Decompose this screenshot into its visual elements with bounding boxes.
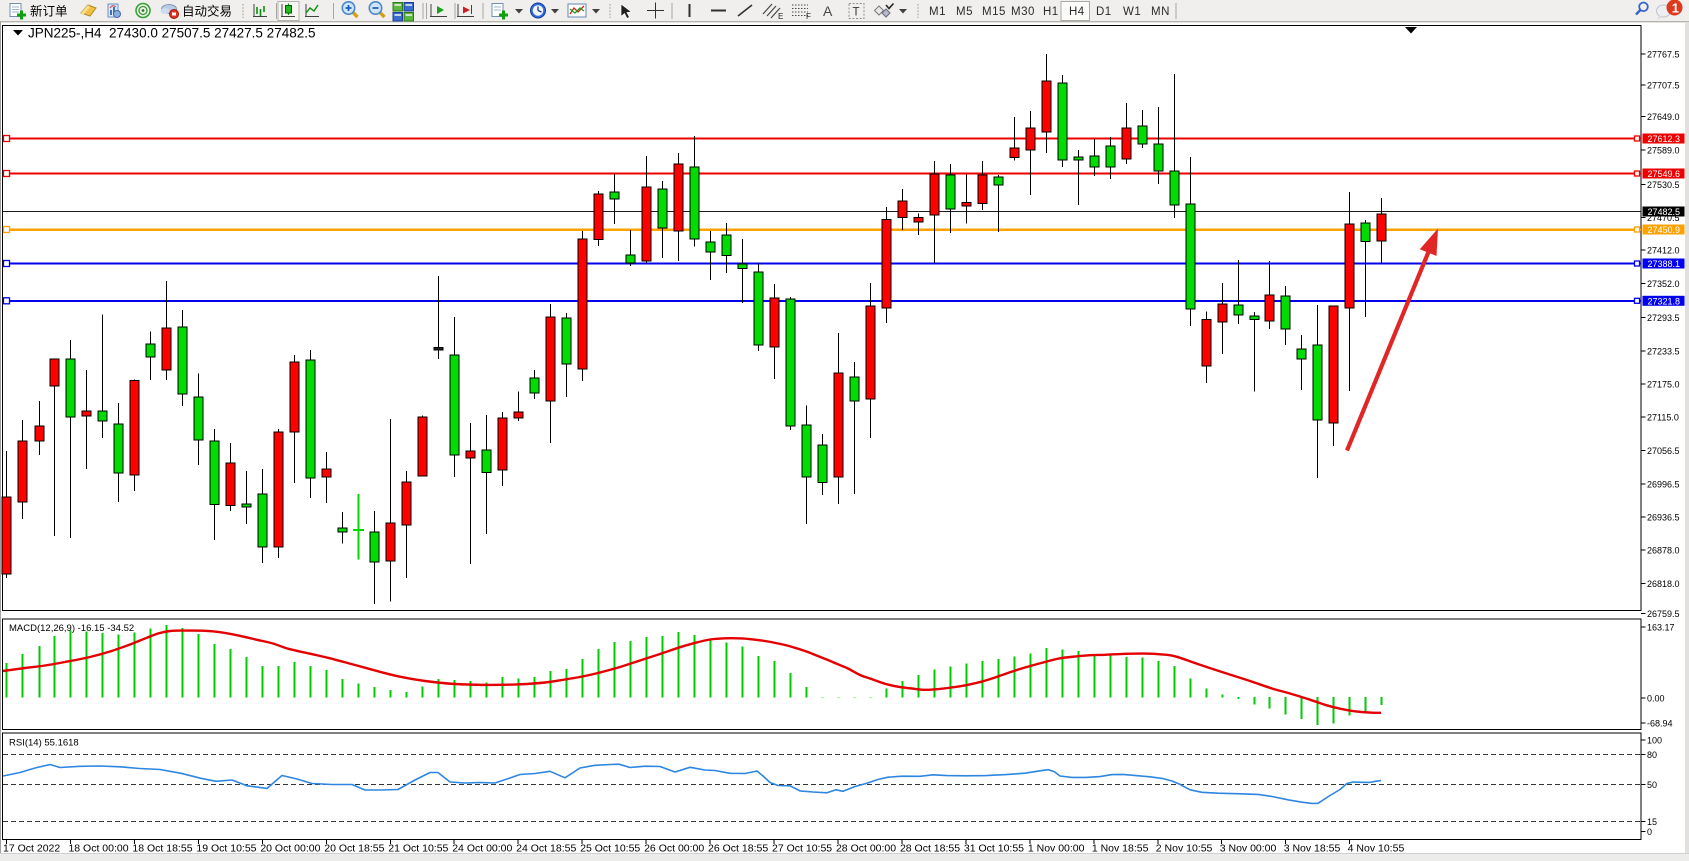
svg-text:15: 15 [1647,817,1657,827]
svg-text:17 Oct 2022: 17 Oct 2022 [3,843,60,855]
svg-text:27115.0: 27115.0 [1647,413,1679,423]
svg-text:21 Oct 10:55: 21 Oct 10:55 [388,843,448,855]
svg-text:MN: MN [1151,6,1170,18]
svg-text:0.00: 0.00 [1647,694,1665,704]
svg-text:3 Nov 00:00: 3 Nov 00:00 [1220,843,1277,855]
svg-text:27649.0: 27649.0 [1647,112,1680,122]
svg-text:D1: D1 [1096,6,1112,18]
svg-text:T: T [853,7,860,19]
svg-text:24 Oct 18:55: 24 Oct 18:55 [516,843,576,855]
svg-text:27549.6: 27549.6 [1648,169,1681,179]
svg-text:H4: H4 [1069,6,1085,18]
svg-text:26878.0: 26878.0 [1647,546,1680,556]
svg-text:M1: M1 [929,6,946,18]
svg-text:27612.3: 27612.3 [1648,134,1681,144]
svg-text:27352.0: 27352.0 [1647,279,1680,289]
svg-text:24 Oct 00:00: 24 Oct 00:00 [452,843,512,855]
svg-text:27450.9: 27450.9 [1648,225,1681,235]
svg-text:27707.5: 27707.5 [1647,81,1680,91]
svg-text:新订单: 新订单 [30,4,68,19]
svg-text:18 Oct 18:55: 18 Oct 18:55 [132,843,192,855]
svg-text:163.17: 163.17 [1647,623,1675,633]
svg-text:RSI(14) 55.1618: RSI(14) 55.1618 [9,738,79,749]
svg-text:100: 100 [1647,736,1662,746]
svg-text:26936.5: 26936.5 [1647,513,1680,523]
svg-text:28 Oct 00:00: 28 Oct 00:00 [836,843,896,855]
svg-text:4 Nov 10:55: 4 Nov 10:55 [1348,843,1405,855]
svg-text:M30: M30 [1011,6,1035,18]
svg-text:JPN225-,H4 27430.0 27507.5 27: JPN225-,H4 27430.0 27507.5 27427.5 27482… [28,26,315,41]
svg-text:19 Oct 10:55: 19 Oct 10:55 [196,843,256,855]
svg-text:26 Oct 18:55: 26 Oct 18:55 [708,843,768,855]
svg-text:27767.5: 27767.5 [1647,50,1680,60]
svg-text:27 Oct 10:55: 27 Oct 10:55 [772,843,832,855]
svg-text:26 Oct 00:00: 26 Oct 00:00 [644,843,704,855]
svg-text:W1: W1 [1123,6,1141,18]
svg-text:MACD(12,26,9) -16.15 -34.52: MACD(12,26,9) -16.15 -34.52 [9,623,134,634]
svg-text:1: 1 [1672,0,1679,15]
svg-text:27412.0: 27412.0 [1647,246,1680,256]
svg-text:27530.5: 27530.5 [1647,180,1680,190]
svg-text:1 Nov 18:55: 1 Nov 18:55 [1092,843,1149,855]
svg-text:25 Oct 10:55: 25 Oct 10:55 [580,843,640,855]
svg-text:F: F [806,12,811,21]
svg-text:3 Nov 18:55: 3 Nov 18:55 [1284,843,1341,855]
svg-text:2 Nov 10:55: 2 Nov 10:55 [1156,843,1213,855]
svg-text:27175.0: 27175.0 [1647,380,1680,390]
svg-text:0: 0 [1647,827,1652,837]
svg-text:27293.5: 27293.5 [1647,313,1680,323]
svg-text:E: E [778,12,783,21]
svg-text:A: A [823,3,833,19]
svg-text:50: 50 [1647,780,1657,790]
svg-text:80: 80 [1647,750,1657,760]
svg-text:26996.5: 26996.5 [1647,480,1680,490]
svg-text:27482.5: 27482.5 [1648,207,1681,217]
svg-text:自动交易: 自动交易 [182,4,232,19]
svg-text:27233.5: 27233.5 [1647,347,1680,357]
svg-text:26759.5: 26759.5 [1647,609,1680,619]
svg-text:H1: H1 [1043,6,1059,18]
svg-text:31 Oct 10:55: 31 Oct 10:55 [964,843,1024,855]
svg-text:-68.94: -68.94 [1647,719,1673,729]
svg-text:27470.5: 27470.5 [1647,213,1680,223]
svg-text:26818.0: 26818.0 [1647,579,1680,589]
svg-text:M5: M5 [956,6,973,18]
svg-text:20 Oct 00:00: 20 Oct 00:00 [260,843,320,855]
svg-text:27589.0: 27589.0 [1647,146,1680,156]
svg-text:27321.8: 27321.8 [1648,296,1681,306]
svg-text:1 Nov 00:00: 1 Nov 00:00 [1028,843,1085,855]
svg-text:20 Oct 18:55: 20 Oct 18:55 [324,843,384,855]
svg-text:18 Oct 00:00: 18 Oct 00:00 [68,843,128,855]
svg-text:27056.5: 27056.5 [1647,446,1680,456]
svg-text:M15: M15 [982,6,1006,18]
svg-text:28 Oct 18:55: 28 Oct 18:55 [900,843,960,855]
svg-text:27388.1: 27388.1 [1648,259,1681,269]
